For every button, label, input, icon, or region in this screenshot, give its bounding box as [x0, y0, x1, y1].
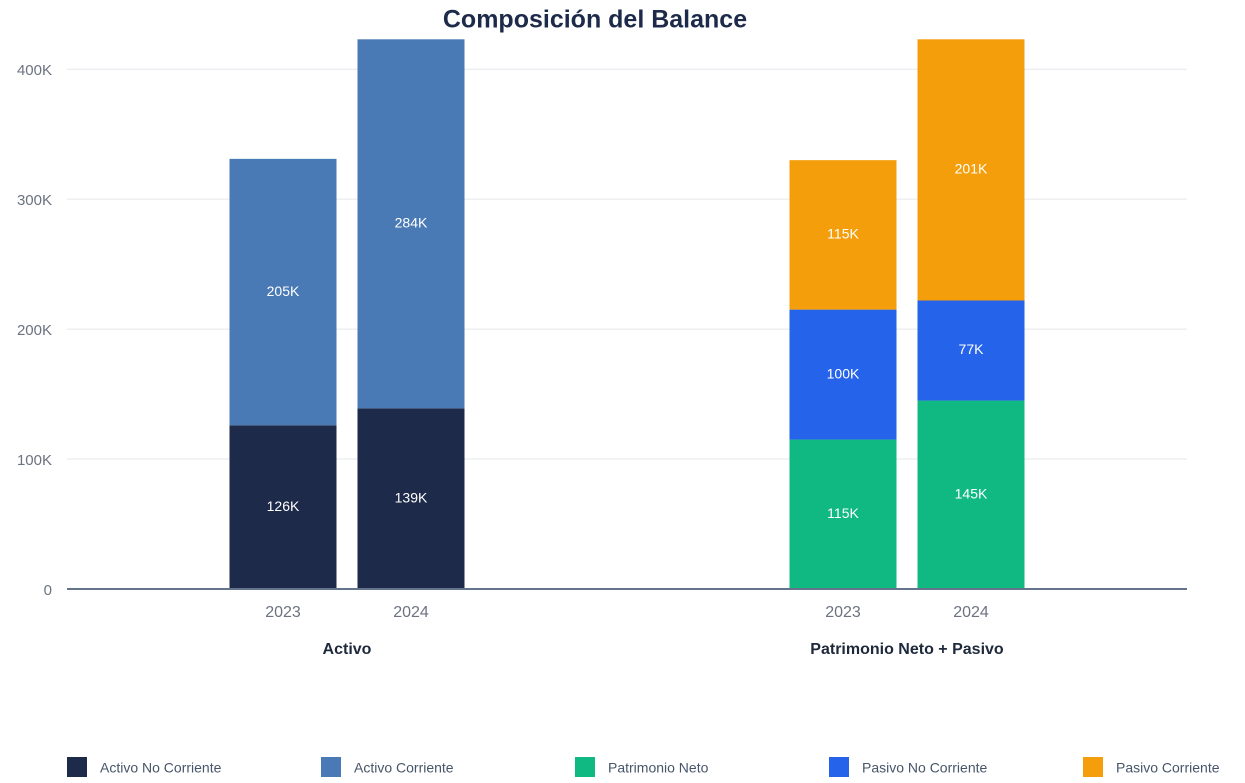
legend-swatch	[1083, 757, 1103, 777]
legend-swatch	[67, 757, 87, 777]
y-tick-label: 300K	[17, 192, 52, 209]
legend-label: Pasivo No Corriente	[862, 760, 987, 776]
data-label: 126K	[267, 498, 300, 514]
y-tick-label: 0	[44, 582, 52, 599]
data-label: 284K	[395, 215, 428, 231]
group-label: Activo	[323, 641, 372, 658]
bar-segment	[789, 160, 897, 310]
legend-label: Pasivo Corriente	[1116, 760, 1220, 776]
chart-title: Composición del Balance	[443, 6, 747, 34]
bar-segment	[917, 400, 1025, 589]
y-tick-label: 100K	[17, 452, 52, 469]
y-tick-label: 400K	[17, 62, 52, 79]
data-label: 201K	[955, 161, 988, 177]
x-tick-label: 2024	[953, 604, 989, 621]
data-label: 100K	[827, 365, 860, 381]
bar-segment	[789, 309, 897, 440]
legend-label: Activo No Corriente	[100, 760, 222, 776]
x-tick-label: 2023	[825, 604, 861, 621]
data-label: 115K	[827, 226, 859, 242]
data-label: 145K	[955, 485, 988, 501]
legend-label: Activo Corriente	[354, 760, 454, 776]
bar-segment	[789, 439, 897, 589]
legend-swatch	[321, 757, 341, 777]
bar-segment	[357, 39, 465, 409]
legend-swatch	[829, 757, 849, 777]
legend-swatch	[575, 757, 595, 777]
data-label: 139K	[395, 489, 428, 505]
data-label: 205K	[267, 283, 300, 299]
group-label: Patrimonio Neto + Pasivo	[810, 641, 1004, 658]
data-label: 77K	[959, 341, 985, 357]
y-tick-label: 200K	[17, 322, 52, 339]
bar-segment	[917, 39, 1025, 301]
bar-segment	[357, 408, 465, 589]
data-label: 115K	[827, 505, 859, 521]
bar-segment	[917, 300, 1025, 401]
x-tick-label: 2023	[265, 604, 301, 621]
legend-label: Patrimonio Neto	[608, 760, 709, 776]
bar-segment	[229, 425, 337, 589]
bar-segment	[229, 158, 337, 426]
x-tick-label: 2024	[393, 604, 429, 621]
